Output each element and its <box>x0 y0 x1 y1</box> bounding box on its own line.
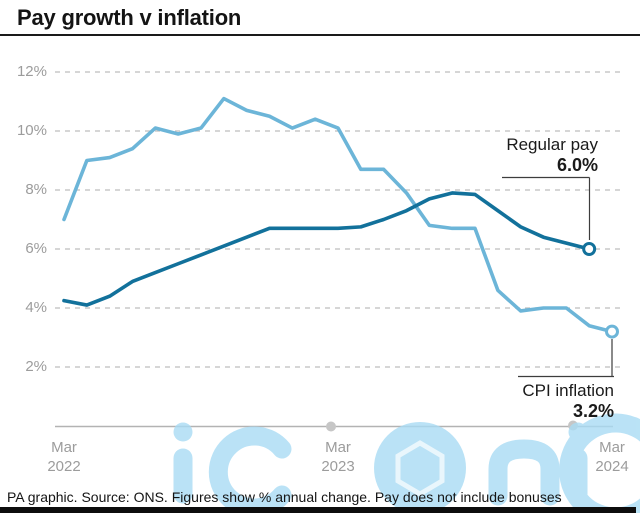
series-line-cpi-inflation <box>62 96 614 334</box>
x-axis-label-month: Mar <box>599 439 625 456</box>
x-axis-label-month: Mar <box>325 439 351 456</box>
x-axis-label-month: Mar <box>51 439 77 456</box>
regular-pay-annotation: Regular pay 6.0% <box>418 135 598 176</box>
watermark-letter-c2 <box>559 413 640 513</box>
y-axis-label: 10% <box>16 122 47 139</box>
x-axis-label: Mar 2022 <box>28 438 100 476</box>
watermark-letter-n <box>488 439 560 506</box>
x-axis-label-year: 2023 <box>321 458 355 475</box>
x-axis-label: Mar 2023 <box>302 438 374 476</box>
series-lines <box>62 96 614 334</box>
bottom-bar <box>0 507 636 513</box>
x-axis-label: Mar 2024 <box>576 438 640 476</box>
regular-pay-value: 6.0% <box>556 155 598 175</box>
cpi-inflation-label: CPI inflation <box>522 381 614 400</box>
page-title: Pay growth v inflation <box>17 5 242 30</box>
series-endpoints <box>582 242 619 339</box>
title-underline <box>0 34 640 36</box>
watermark-i-dot <box>173 422 193 442</box>
y-axis-label: 4% <box>25 299 47 316</box>
y-axis-label: 2% <box>25 358 47 375</box>
y-axis-label: 6% <box>25 240 47 257</box>
x-axis-label-year: 2022 <box>47 458 81 475</box>
source-note: PA graphic. Source: ONS. Figures show % … <box>7 489 562 505</box>
y-axis-label: 8% <box>25 181 47 198</box>
y-axis-label: 12% <box>16 63 47 80</box>
regular-pay-leader-line <box>502 176 591 240</box>
watermark-hexagon-icon <box>395 440 445 497</box>
watermark-letter-o <box>374 422 466 513</box>
x-axis-label-year: 2024 <box>595 458 629 475</box>
endpoint-marker-regular-pay <box>582 242 597 256</box>
watermark-i2-dot <box>568 422 588 442</box>
cpi-inflation-value: 3.2% <box>572 401 614 421</box>
cpi-leader-line <box>518 339 614 378</box>
tick-dot-mar-2023 <box>326 421 336 432</box>
regular-pay-label: Regular pay <box>506 135 598 154</box>
endpoint-marker-cpi-inflation <box>605 324 619 339</box>
series-line-regular-pay <box>62 191 591 307</box>
cpi-inflation-annotation: CPI inflation 3.2% <box>434 381 614 422</box>
gridlines <box>55 71 622 368</box>
